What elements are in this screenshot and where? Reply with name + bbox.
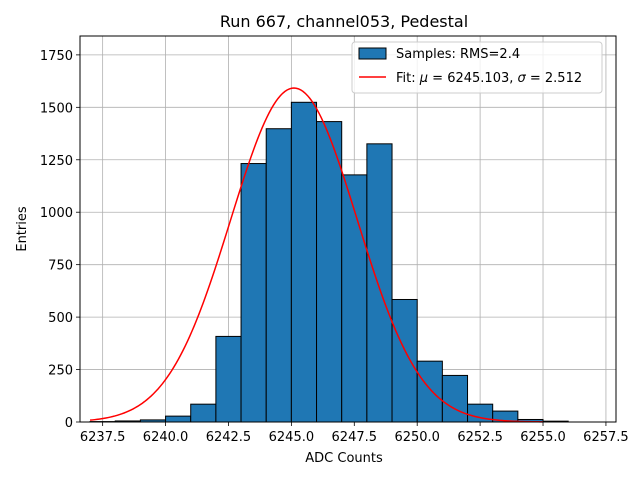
histogram-bar bbox=[316, 121, 343, 423]
histogram-bar bbox=[240, 163, 267, 423]
legend: Samples: RMS=2.4 Fit: μ = 6245.103, σ = … bbox=[351, 41, 603, 94]
x-tick-label: 6240.0 bbox=[143, 430, 189, 445]
histogram-bar bbox=[265, 128, 292, 423]
y-axis-label: Entries bbox=[15, 206, 30, 252]
histogram-bar bbox=[416, 360, 443, 423]
chart-title: Run 667, channel053, Pedestal bbox=[220, 12, 468, 31]
histogram-bar bbox=[366, 143, 393, 423]
legend-box bbox=[351, 41, 603, 94]
legend-fit-label: Fit: μ = 6245.103, σ = 2.512 bbox=[396, 71, 582, 86]
x-tick-label: 6245.0 bbox=[269, 430, 315, 445]
histogram-bar bbox=[391, 298, 418, 423]
y-tick-label: 0 bbox=[65, 416, 73, 431]
y-tick-label: 750 bbox=[48, 259, 73, 274]
legend-hist-swatch bbox=[358, 47, 387, 60]
legend-mu-symbol: μ bbox=[419, 71, 428, 86]
plot-frame bbox=[79, 35, 617, 423]
x-tick-label: 6250.0 bbox=[394, 430, 440, 445]
legend-mu-value: = 6245.103, bbox=[428, 71, 517, 86]
x-tick-label: 6237.5 bbox=[80, 430, 126, 445]
y-tick-label: 250 bbox=[48, 364, 73, 379]
y-tick-label: 1750 bbox=[40, 49, 73, 64]
y-axis-ticks: 0 250 500 750 1000 1250 1500 1750 bbox=[40, 49, 80, 431]
histogram-bar bbox=[441, 374, 469, 423]
histogram-bar bbox=[190, 403, 217, 423]
fit-curve bbox=[89, 87, 544, 423]
histogram-bar bbox=[165, 415, 192, 423]
y-tick-label: 500 bbox=[48, 311, 73, 326]
histogram-bar bbox=[290, 101, 318, 423]
y-tick-label: 1000 bbox=[40, 206, 73, 221]
x-tick-label: 6252.5 bbox=[457, 430, 503, 445]
histogram-bars bbox=[89, 101, 569, 423]
x-tick-label: 6255.0 bbox=[520, 430, 566, 445]
y-tick-label: 1250 bbox=[40, 154, 73, 169]
legend-fit-prefix: Fit: bbox=[396, 71, 420, 86]
legend-sigma-symbol: σ bbox=[518, 71, 527, 86]
legend-sigma-value: = 2.512 bbox=[526, 71, 582, 86]
legend-hist-label: Samples: RMS=2.4 bbox=[396, 47, 520, 62]
x-tick-label: 6242.5 bbox=[206, 430, 252, 445]
x-tick-label: 6257.5 bbox=[583, 430, 629, 445]
x-tick-label: 6247.5 bbox=[332, 430, 378, 445]
histogram-bar bbox=[215, 335, 242, 423]
y-tick-label: 1500 bbox=[40, 101, 73, 116]
x-axis-label: ADC Counts bbox=[305, 451, 383, 466]
x-axis-ticks: 6237.5 6240.0 6242.5 6245.0 6247.5 6250.0 6252… bbox=[80, 422, 629, 445]
